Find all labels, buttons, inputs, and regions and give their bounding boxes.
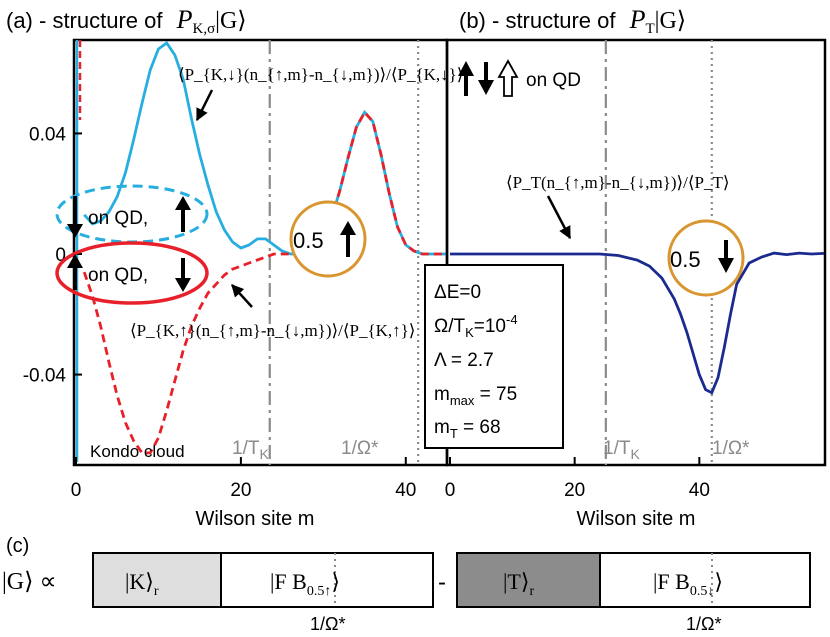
series-red-kup bbox=[82, 109, 447, 455]
param-delta-e: ΔE=0 bbox=[434, 282, 481, 303]
panel-c-lhs: |G⟩ ∝ bbox=[2, 569, 57, 595]
hollow-up-arrow-icon bbox=[497, 59, 519, 97]
panel-b-title: (b) - structure of PT|G⟩ bbox=[459, 5, 686, 37]
params-box bbox=[424, 264, 564, 449]
navy-curve-label: ⟨P_T(n_{↑,m}-n_{↓,m})⟩/⟨P_T⟩ bbox=[506, 173, 730, 192]
panel-c-label: (c) bbox=[6, 535, 29, 557]
box1-right bbox=[220, 552, 434, 608]
xtick-label: 0 bbox=[445, 480, 456, 501]
panel-a: (a) - structure of PK,σ|G⟩ 0.04 0 -0.04 0 2… bbox=[6, 5, 463, 530]
red-curve-arrow bbox=[231, 284, 253, 308]
box2-right-text: |F B0.5↓⟩ bbox=[653, 569, 723, 599]
box1-left-text: |K⟩r bbox=[125, 569, 159, 599]
panel-b-circle bbox=[667, 219, 745, 297]
box2-left bbox=[456, 552, 601, 608]
down-arrow-icon bbox=[175, 258, 191, 292]
panel-a-title-prefix: (a) - structure of bbox=[6, 8, 163, 33]
up-arrow-icon bbox=[340, 221, 356, 257]
param-mt: mT = 68 bbox=[434, 417, 501, 441]
panel-c: (c) |G⟩ ∝ |K⟩r |F B0.5↑⟩ - |T⟩r |F B0.5↓… bbox=[2, 535, 811, 634]
panel-b-tk-label: 1/TK bbox=[603, 438, 640, 462]
panel-a-frame bbox=[72, 38, 449, 467]
panel-b-omega-label: 1/Ω* bbox=[712, 438, 750, 459]
xtick-label: 20 bbox=[230, 480, 251, 501]
panel-a-circle bbox=[289, 200, 367, 278]
panel-a-xticks: 0 20 40 bbox=[71, 457, 416, 501]
panel-a-title: (a) - structure of PK,σ|G⟩ bbox=[6, 5, 247, 37]
panel-b-circle-text: 0.5 bbox=[670, 247, 701, 272]
ytick-label: 0 bbox=[55, 245, 66, 266]
panel-c-mark1: 1/Ω* bbox=[310, 614, 345, 634]
panel-a-tk-label: 1/TK bbox=[232, 438, 269, 462]
red-curve-label: ⟨P_{K,↑}(n_{↑,m}-n_{↓,m})⟩/⟨P_{K,↑}⟩ bbox=[130, 321, 415, 340]
lower-ellipse-text: on QD, bbox=[88, 265, 148, 286]
param-lambda: Λ = 2.7 bbox=[434, 350, 494, 371]
ytick-label: -0.04 bbox=[23, 366, 67, 387]
param-mmax: mmax = 75 bbox=[434, 384, 517, 408]
panel-b-xticks: 0 20 40 bbox=[445, 457, 710, 501]
panel-a-omega-label: 1/Ω* bbox=[341, 438, 379, 459]
panel-b-header-text: on QD bbox=[526, 70, 581, 91]
panel-a-circle-text: 0.5 bbox=[293, 228, 324, 253]
box2-right bbox=[599, 552, 811, 608]
down-arrow-icon bbox=[718, 240, 734, 273]
navy-curve-arrow bbox=[546, 195, 572, 240]
xtick-label: 40 bbox=[689, 480, 710, 501]
series-navy-t bbox=[450, 251, 825, 395]
panel-a-xlabel: Wilson site m bbox=[196, 508, 315, 530]
ytick-label: 0.04 bbox=[29, 124, 66, 145]
blue-curve-label: ⟨P_{K,↓}(n_{↑,m}-n_{↓,m})⟩/⟨P_{K,↓}⟩ bbox=[178, 65, 463, 84]
xtick-label: 0 bbox=[71, 480, 82, 501]
box1-left bbox=[92, 552, 222, 608]
panel-b-frame bbox=[445, 38, 827, 467]
up-arrow-icon bbox=[67, 254, 83, 290]
panel-b-xlabel: Wilson site m bbox=[577, 508, 696, 530]
down-arrow-icon bbox=[478, 62, 494, 95]
box1-right-text: |F B0.5↑⟩ bbox=[270, 569, 340, 599]
xtick-label: 40 bbox=[395, 480, 416, 501]
box2-left-text: |T⟩r bbox=[503, 569, 534, 599]
lower-ellipse bbox=[55, 241, 209, 305]
up-arrow-icon bbox=[175, 196, 191, 232]
blue-curve-arrow bbox=[195, 89, 214, 122]
up-arrow-icon bbox=[458, 61, 474, 96]
panel-c-minus: - bbox=[438, 569, 446, 596]
panel-c-mark2: 1/Ω* bbox=[686, 614, 721, 634]
kondo-cloud-label: Kondo cloud bbox=[90, 442, 185, 461]
xtick-label: 20 bbox=[564, 480, 585, 501]
down-arrow-icon bbox=[67, 196, 83, 238]
panel-b: (b) - structure of PT|G⟩ 0 20 40 Wilson si… bbox=[424, 5, 827, 530]
upper-ellipse-text: on QD, bbox=[88, 208, 148, 229]
panel-a-yticks: 0.04 0 -0.04 bbox=[23, 124, 82, 387]
param-omega: Ω/TK=10-4 bbox=[434, 312, 518, 340]
